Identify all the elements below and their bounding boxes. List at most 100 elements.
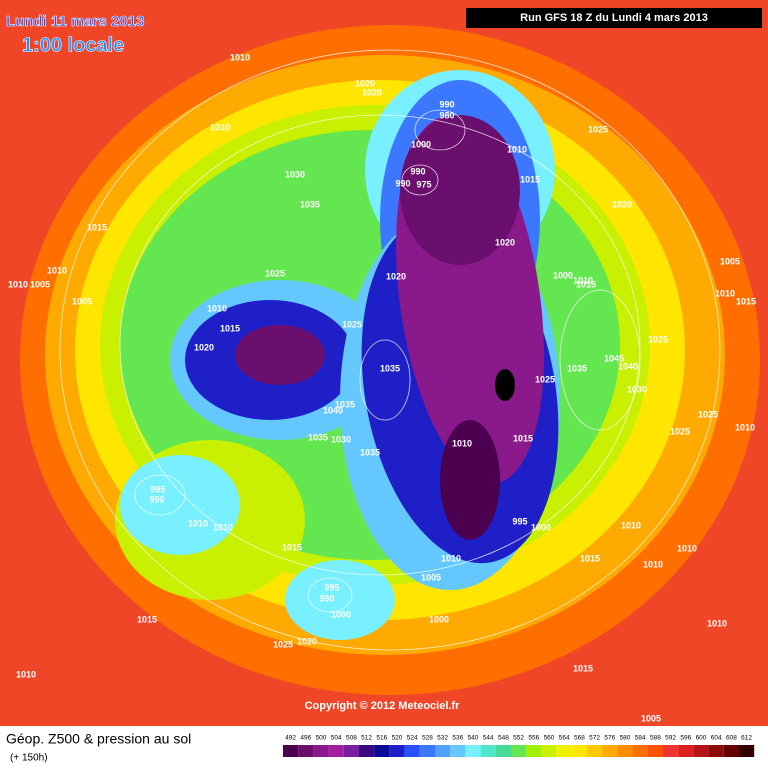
- isobar-label: 1000: [331, 609, 351, 619]
- isobar-label: 1010: [188, 518, 208, 528]
- isobar-label: 1020: [297, 636, 317, 646]
- isobar-label: 1015: [282, 542, 302, 552]
- legend-label: 580: [620, 735, 631, 742]
- legend-swatch: [389, 745, 405, 757]
- isobar-label: 1035: [380, 363, 400, 373]
- legend-label: 552: [513, 735, 524, 742]
- isobar-label: 995: [324, 582, 339, 592]
- isobar-label: 1025: [273, 639, 293, 649]
- local-time: 1:00 locale: [22, 34, 124, 56]
- legend-swatch: [465, 745, 481, 757]
- copyright: Copyright © 2012 Meteociel.fr: [305, 700, 461, 712]
- isobar-lines: [59, 49, 721, 651]
- isobar-label: 1010: [452, 438, 472, 448]
- isobar-label: 1010: [8, 279, 28, 289]
- legend-label: 504: [331, 735, 342, 742]
- isobar-label: 1000: [531, 522, 551, 532]
- legend-label: 596: [680, 735, 691, 742]
- legend-label: 508: [346, 735, 357, 742]
- isobar-label: 1010: [207, 303, 227, 313]
- legend-label: 536: [452, 735, 463, 742]
- isobar-label: 1040: [618, 361, 638, 371]
- legend-swatch: [678, 745, 694, 757]
- legend-swatch: [283, 745, 299, 757]
- isobar-label: 1035: [335, 399, 355, 409]
- isobar-label: 990: [395, 178, 410, 188]
- legend-swatch: [647, 745, 663, 757]
- legend-swatch: [511, 745, 527, 757]
- isobar-label: 990: [439, 99, 454, 109]
- isobar-label: 990: [319, 593, 334, 603]
- isobar-label: 1010: [213, 522, 233, 532]
- legend-swatch: [723, 745, 739, 757]
- z500-field: [20, 25, 760, 695]
- isobar-label: 1035: [567, 363, 587, 373]
- legend-swatch: [617, 745, 633, 757]
- legend-label: 560: [544, 735, 555, 742]
- isobar-label: 990: [410, 166, 425, 176]
- footer-lead: (+ 150h): [10, 753, 48, 764]
- isobar-label: 1010: [507, 144, 527, 154]
- legend-label: 492: [285, 735, 296, 742]
- isobar-label: 1025: [588, 124, 608, 134]
- run-info: Run GFS 18 Z du Lundi 4 mars 2013: [520, 12, 708, 24]
- isobar-label: 1000: [411, 139, 431, 149]
- isobar-label: 1030: [285, 169, 305, 179]
- legend-swatch: [571, 745, 587, 757]
- isobar-label: 1005: [720, 256, 740, 266]
- isobar-label: 1015: [520, 174, 540, 184]
- legend-label: 524: [407, 735, 418, 742]
- isobar-label: 1010: [707, 618, 727, 628]
- colorbar: 492 496 500 504 508 512 516 520 524 528 532 536 540 5…: [283, 735, 755, 757]
- isobar-label: 995: [512, 516, 527, 526]
- legend-label: 568: [574, 735, 585, 742]
- legend-swatch: [526, 745, 542, 757]
- legend-swatch: [359, 745, 375, 757]
- legend-swatch: [541, 745, 557, 757]
- legend-label: 516: [376, 735, 387, 742]
- legend-label: 584: [635, 735, 646, 742]
- isobar-label: 1020: [495, 237, 515, 247]
- isobar-label: 1035: [308, 432, 328, 442]
- legend-label: 520: [392, 735, 403, 742]
- legend-swatch: [602, 745, 618, 757]
- isobar-label: 1010: [573, 275, 593, 285]
- isobar-label: 1000: [429, 614, 449, 624]
- legend-swatch: [556, 745, 572, 757]
- isobar-label: 1025: [648, 334, 668, 344]
- legend-label: 564: [559, 735, 570, 742]
- isobar-label: 1020: [362, 87, 382, 97]
- isobar-label: 1015: [137, 614, 157, 624]
- isobar-label: 1045: [604, 353, 624, 363]
- isobar-label: 1010: [643, 559, 663, 569]
- isobar-label: 1035: [300, 199, 320, 209]
- legend-label: 496: [300, 735, 311, 742]
- isobar-label: 1020: [194, 342, 214, 352]
- legend-label: 608: [726, 735, 737, 742]
- isobar-label: 1025: [265, 268, 285, 278]
- run-box: [466, 8, 762, 28]
- legend-label: 548: [498, 735, 509, 742]
- isobar-label: 1005: [421, 572, 441, 582]
- isobar-label: 1020: [355, 78, 375, 88]
- legend-label: 604: [711, 735, 722, 742]
- isobar-label: 1025: [342, 319, 362, 329]
- valid-date: Lundi 11 mars 2013: [6, 13, 144, 30]
- legend-label: 572: [589, 735, 600, 742]
- isobar-label: 1035: [360, 447, 380, 457]
- isobar-label: 1010: [441, 553, 461, 563]
- legend-swatch: [495, 745, 511, 757]
- legend-swatch: [480, 745, 496, 757]
- isobar-label: 1040: [323, 405, 343, 415]
- isobar-label: 995: [150, 484, 165, 494]
- isobar-label: 980: [439, 110, 454, 120]
- isobar-label: 1015: [573, 663, 593, 673]
- legend-label: 600: [696, 735, 707, 742]
- legend-swatch: [404, 745, 420, 757]
- legend-swatch: [298, 745, 314, 757]
- legend-swatch: [739, 745, 755, 757]
- isobar-label: 1030: [331, 434, 351, 444]
- legend-swatch: [374, 745, 390, 757]
